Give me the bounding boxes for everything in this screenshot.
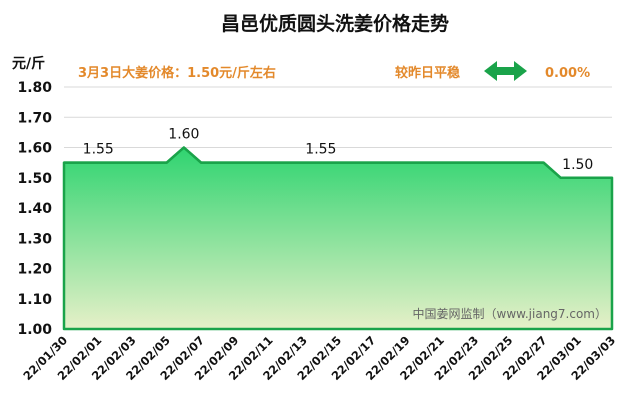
- change-note: 0.00%: [545, 66, 590, 81]
- y-tick-label: 1.00: [17, 322, 52, 338]
- compare-note: 较昨日平稳: [395, 65, 460, 81]
- price-note: 3月3日大姜价格：1.50元/斤左右: [78, 65, 276, 81]
- watermark: 中国姜网监制（www.jiang7.com）: [413, 306, 607, 321]
- y-tick-label: 1.40: [17, 201, 52, 217]
- series-line: [64, 146, 612, 179]
- data-labels: 1.55 1.60 1.55 1.50: [83, 127, 594, 173]
- data-label: 1.55: [305, 142, 336, 158]
- y-tick-label: 1.70: [17, 110, 52, 126]
- y-axis-unit: 元/斤: [12, 55, 45, 72]
- data-label: 1.60: [168, 127, 199, 143]
- area-series: [62, 146, 614, 331]
- y-tick-label: 1.60: [17, 141, 52, 157]
- x-axis-ticks: 22/01/3022/02/0122/02/0322/02/0522/02/07…: [20, 333, 618, 383]
- y-tick-label: 1.50: [17, 171, 52, 187]
- y-axis-ticks: 1.00 1.10 1.20 1.30 1.40 1.50 1.60 1.70 1.80: [17, 80, 52, 338]
- y-tick-label: 1.80: [17, 80, 52, 96]
- data-label: 1.55: [83, 142, 114, 158]
- y-tick-label: 1.10: [17, 292, 52, 308]
- double-arrow-icon: [484, 61, 527, 81]
- chart-title: 昌邑优质圆头洗姜价格走势: [221, 12, 449, 35]
- data-label: 1.50: [562, 157, 593, 173]
- area-fill: [62, 146, 614, 331]
- y-tick-label: 1.30: [17, 231, 52, 247]
- y-tick-label: 1.20: [17, 262, 52, 278]
